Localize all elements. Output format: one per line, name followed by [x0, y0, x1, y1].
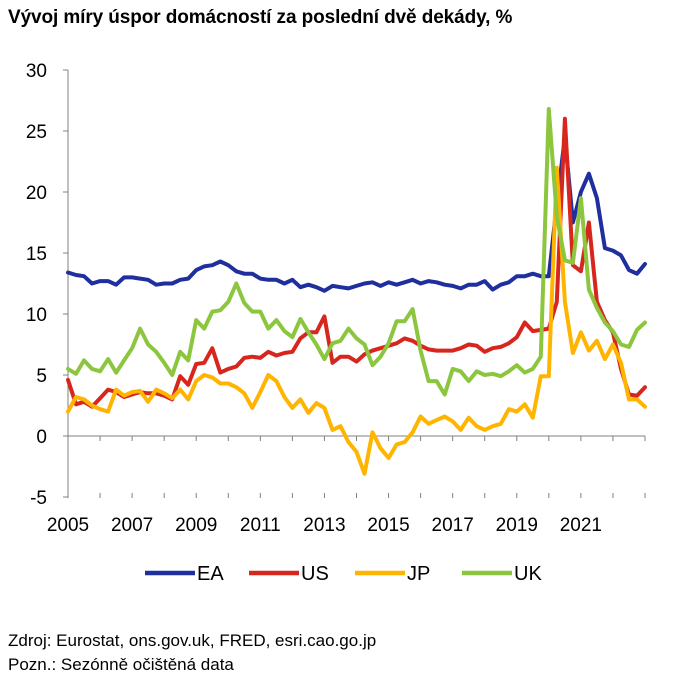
x-tick-label: 2015: [367, 515, 409, 536]
axes: -5 0 5 10 15 20 25 30 2005 2007 2009 2011 2013 2015 20…: [26, 61, 646, 536]
x-tick-label: 2019: [496, 515, 538, 536]
x-tick-label: 2013: [303, 515, 345, 536]
y-tick-label: 0: [36, 427, 47, 448]
y-tick-label: 25: [26, 122, 47, 143]
x-tick-label: 2007: [111, 515, 153, 536]
legend-label-us: US: [301, 563, 329, 585]
y-tick-label: -5: [30, 488, 47, 509]
series-lines: [66, 107, 647, 476]
y-tick-label: 30: [26, 61, 47, 82]
chart-title: Vývoj míry úspor domácností za poslední …: [8, 7, 513, 28]
x-tick-label: 2009: [175, 515, 217, 536]
legend-label-jp: JP: [407, 563, 430, 585]
adjustment-note: Pozn.: Sezónně očištěná data: [8, 655, 234, 674]
x-tick-label: 2011: [240, 515, 281, 536]
y-tick-label: 5: [36, 366, 47, 387]
x-tick-label: 2017: [432, 515, 474, 536]
x-tick-label: 2021: [560, 515, 602, 536]
legend: EA US JP UK: [145, 563, 542, 585]
y-tick-label: 20: [26, 183, 47, 204]
series-line-uk: [66, 107, 647, 397]
y-tick-label: 10: [26, 305, 47, 326]
series-line-ea: [66, 135, 647, 293]
legend-label-uk: UK: [514, 563, 542, 585]
source-note: Zdroj: Eurostat, ons.gov.uk, FRED, esri.…: [8, 631, 377, 650]
series-line-us: [66, 116, 647, 409]
legend-label-ea: EA: [197, 563, 224, 585]
y-tick-label: 15: [26, 244, 47, 265]
series-line-jp: [66, 165, 647, 476]
x-tick-label: 2005: [47, 515, 89, 536]
